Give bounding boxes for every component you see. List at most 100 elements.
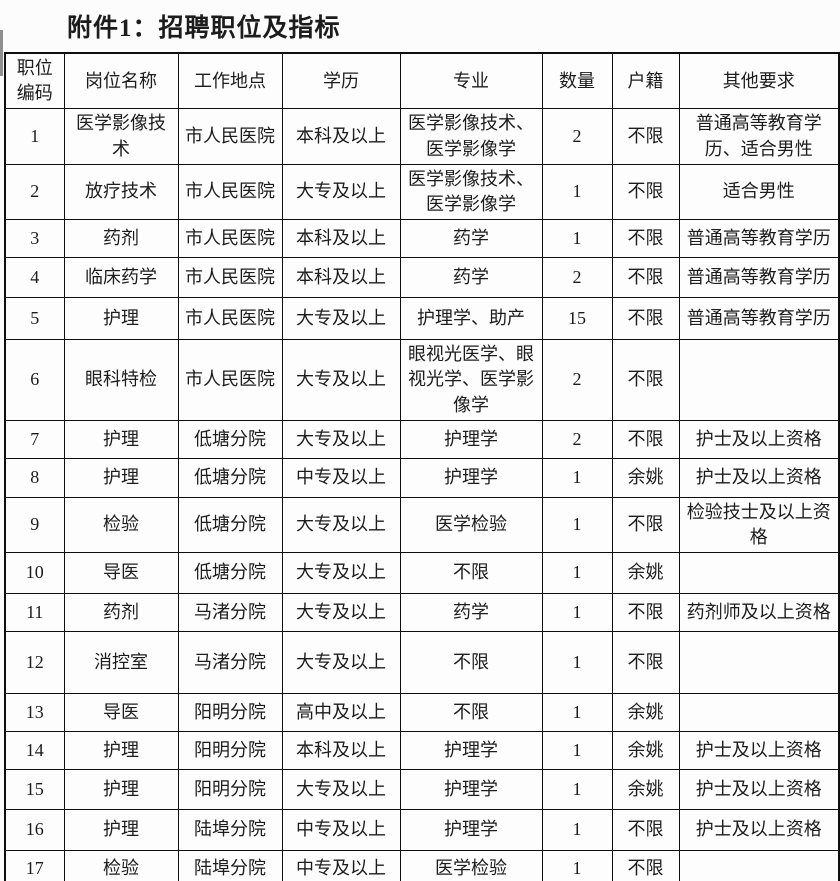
cell-position-name: 临床药学 xyxy=(63,257,179,299)
cell-position-name: 导医 xyxy=(63,693,179,733)
cell-major: 不限 xyxy=(399,693,543,733)
cell-other-requirements: 护士及以上资格 xyxy=(678,731,840,771)
cell-position-name: 导医 xyxy=(63,552,179,595)
cell-position-name: 护理 xyxy=(63,297,179,341)
table-row: 6 眼科特检 市人民医院 大专及以上 眼视光医学、眼视光学、医学影像学 2 不限 xyxy=(4,339,840,421)
cell-other-requirements: 普通高等教育学历 xyxy=(678,297,840,341)
cell-other-requirements xyxy=(678,339,840,421)
column-header: 专业 xyxy=(399,52,543,110)
cell-education: 大专及以上 xyxy=(281,593,401,633)
cell-position-name: 药剂 xyxy=(63,593,179,633)
column-header: 数量 xyxy=(541,52,613,110)
cell-work-location: 市人民医院 xyxy=(177,257,283,299)
cell-education: 大专及以上 xyxy=(281,552,401,595)
cell-residency: 余姚 xyxy=(611,769,680,811)
cell-other-requirements: 检验技士及以上资格 xyxy=(678,496,840,554)
cell-other-requirements: 护士及以上资格 xyxy=(678,419,840,459)
cell-education: 大专及以上 xyxy=(281,339,401,421)
cell-position-name: 护理 xyxy=(63,731,179,771)
table-row: 16 护理 陆埠分院 中专及以上 护理学 1 不限 护士及以上资格 xyxy=(4,809,840,852)
recruitment-table: 职位编码 岗位名称 工作地点 学历 专业 数量 户籍 其他要求 1 医学影像技术 市人民医院 本科及… xyxy=(4,52,840,881)
cell-position-name: 放疗技术 xyxy=(63,163,179,221)
cell-residency: 余姚 xyxy=(611,731,680,771)
cell-education: 大专及以上 xyxy=(281,631,401,695)
cell-education: 大专及以上 xyxy=(281,163,401,221)
cell-education: 本科及以上 xyxy=(281,219,401,259)
cell-count: 1 xyxy=(541,631,613,695)
cell-education: 本科及以上 xyxy=(281,257,401,299)
cell-other-requirements: 护士及以上资格 xyxy=(678,809,840,852)
cell-count: 1 xyxy=(541,552,613,595)
cell-education: 本科及以上 xyxy=(281,731,401,771)
cell-other-requirements: 药剂师及以上资格 xyxy=(678,593,840,633)
cell-position-name: 消控室 xyxy=(63,631,179,695)
cell-position-code: 12 xyxy=(4,631,65,695)
table-row: 14 护理 阳明分院 本科及以上 护理学 1 余姚 护士及以上资格 xyxy=(4,731,840,771)
scan-artifact-mark xyxy=(0,30,3,76)
column-header: 职位编码 xyxy=(4,52,65,110)
cell-position-code: 5 xyxy=(4,297,65,341)
cell-count: 1 xyxy=(541,769,613,811)
cell-major: 护理学 xyxy=(399,769,543,811)
cell-position-name: 检验 xyxy=(63,496,179,554)
cell-education: 大专及以上 xyxy=(281,769,401,811)
cell-position-code: 16 xyxy=(4,809,65,852)
cell-position-code: 15 xyxy=(4,769,65,811)
cell-residency: 不限 xyxy=(611,163,680,221)
cell-position-code: 7 xyxy=(4,419,65,459)
cell-count: 1 xyxy=(541,457,613,498)
cell-count: 1 xyxy=(541,593,613,633)
table-row: 10 导医 低塘分院 大专及以上 不限 1 余姚 xyxy=(4,552,840,595)
cell-other-requirements xyxy=(678,693,840,733)
column-header: 户籍 xyxy=(611,52,680,110)
table-row: 5 护理 市人民医院 大专及以上 护理学、助产 15 不限 普通高等教育学历 xyxy=(4,297,840,341)
cell-other-requirements xyxy=(678,850,840,881)
cell-work-location: 阳明分院 xyxy=(177,769,283,811)
cell-position-code: 10 xyxy=(4,552,65,595)
table-row: 15 护理 阳明分院 大专及以上 护理学 1 余姚 护士及以上资格 xyxy=(4,769,840,811)
cell-major: 不限 xyxy=(399,552,543,595)
cell-residency: 不限 xyxy=(611,419,680,459)
cell-major: 护理学 xyxy=(399,809,543,852)
table-row: 3 药剂 市人民医院 本科及以上 药学 1 不限 普通高等教育学历 xyxy=(4,219,840,259)
cell-education: 大专及以上 xyxy=(281,419,401,459)
cell-count: 1 xyxy=(541,693,613,733)
cell-work-location: 低塘分院 xyxy=(177,496,283,554)
cell-work-location: 阳明分院 xyxy=(177,693,283,733)
table-header-row: 职位编码 岗位名称 工作地点 学历 专业 数量 户籍 其他要求 xyxy=(4,52,840,110)
cell-residency: 不限 xyxy=(611,108,680,165)
cell-position-name: 眼科特检 xyxy=(63,339,179,421)
table-row: 13 导医 阳明分院 高中及以上 不限 1 余姚 xyxy=(4,693,840,733)
cell-major: 护理学 xyxy=(399,731,543,771)
cell-major: 药学 xyxy=(399,593,543,633)
cell-count: 2 xyxy=(541,108,613,165)
cell-other-requirements: 普通高等教育学历 xyxy=(678,219,840,259)
cell-residency: 不限 xyxy=(611,297,680,341)
table-row: 1 医学影像技术 市人民医院 本科及以上 医学影像技术、医学影像学 2 不限 普通高等教育学历… xyxy=(4,108,840,165)
cell-residency: 不限 xyxy=(611,631,680,695)
cell-position-code: 8 xyxy=(4,457,65,498)
cell-work-location: 马渚分院 xyxy=(177,593,283,633)
column-header: 其他要求 xyxy=(678,52,840,110)
cell-count: 1 xyxy=(541,809,613,852)
cell-work-location: 陆埠分院 xyxy=(177,850,283,881)
cell-education: 大专及以上 xyxy=(281,496,401,554)
cell-residency: 不限 xyxy=(611,809,680,852)
cell-position-name: 医学影像技术 xyxy=(63,108,179,165)
cell-count: 1 xyxy=(541,850,613,881)
cell-residency: 余姚 xyxy=(611,552,680,595)
cell-major: 不限 xyxy=(399,631,543,695)
cell-education: 中专及以上 xyxy=(281,809,401,852)
table-row: 9 检验 低塘分院 大专及以上 医学检验 1 不限 检验技士及以上资格 xyxy=(4,496,840,554)
column-header: 学历 xyxy=(281,52,401,110)
cell-major: 药学 xyxy=(399,257,543,299)
cell-education: 中专及以上 xyxy=(281,850,401,881)
cell-position-name: 药剂 xyxy=(63,219,179,259)
cell-work-location: 市人民医院 xyxy=(177,339,283,421)
cell-residency: 不限 xyxy=(611,496,680,554)
cell-work-location: 低塘分院 xyxy=(177,419,283,459)
column-header: 岗位名称 xyxy=(63,52,179,110)
cell-position-name: 护理 xyxy=(63,457,179,498)
cell-position-code: 11 xyxy=(4,593,65,633)
table-row: 17 检验 陆埠分院 中专及以上 医学检验 1 不限 xyxy=(4,850,840,881)
